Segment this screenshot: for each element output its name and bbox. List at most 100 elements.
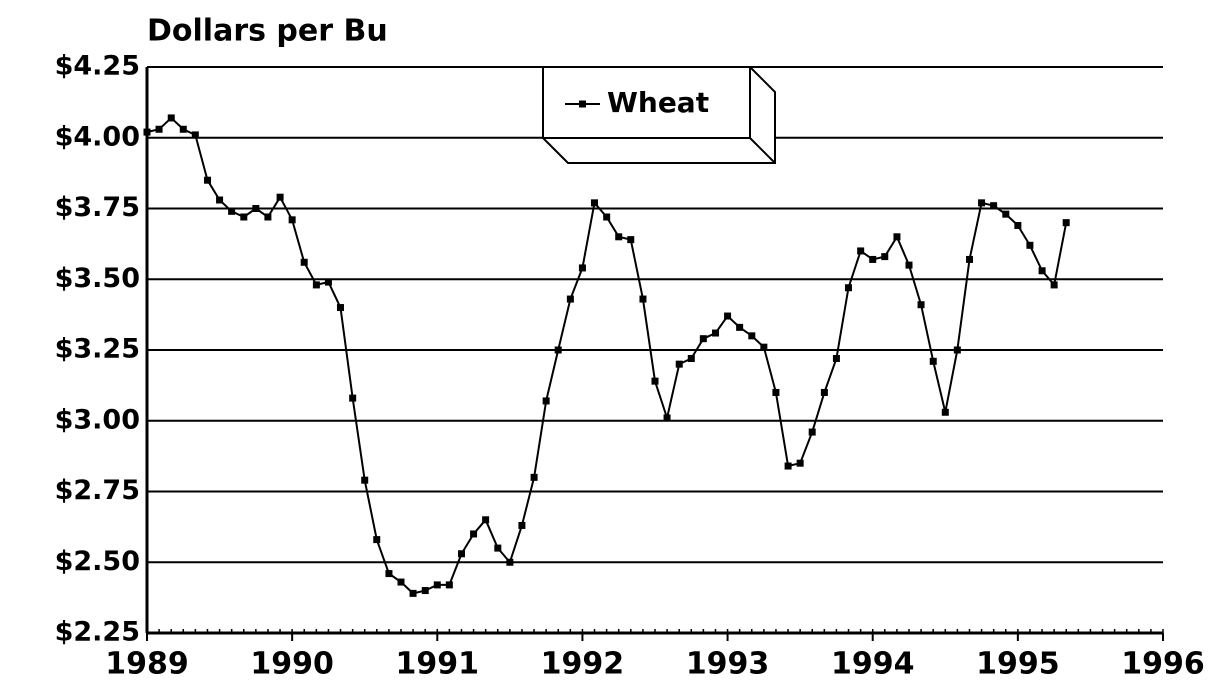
marker: [857, 247, 865, 255]
y-tick-label: $3.00: [55, 404, 140, 435]
y-tick-label: $2.75: [55, 475, 140, 506]
marker: [312, 281, 320, 289]
marker: [385, 570, 393, 578]
marker: [1062, 219, 1070, 227]
marker: [663, 414, 671, 422]
marker: [1002, 210, 1010, 218]
marker: [542, 397, 550, 405]
legend-label: Wheat: [607, 86, 709, 119]
marker: [373, 536, 381, 544]
marker: [808, 428, 816, 436]
marker: [929, 357, 937, 365]
marker: [953, 346, 961, 354]
marker: [1014, 221, 1022, 229]
legend-marker: [579, 100, 586, 108]
marker: [712, 329, 720, 337]
marker: [409, 589, 417, 597]
marker: [736, 323, 744, 331]
marker: [143, 128, 151, 136]
legend-depth-edge: [749, 137, 776, 164]
x-tick-label: 1993: [686, 647, 770, 682]
marker: [615, 233, 623, 241]
marker: [590, 199, 598, 207]
x-tick-label: 1996: [1121, 647, 1205, 682]
x-tick-label: 1992: [541, 647, 625, 682]
marker: [228, 207, 236, 215]
marker: [1050, 281, 1058, 289]
x-tick-label: 1989: [105, 647, 189, 682]
marker: [458, 550, 466, 558]
marker: [421, 587, 429, 595]
marker: [216, 196, 224, 204]
marker: [155, 125, 163, 133]
marker: [905, 261, 913, 269]
marker: [191, 131, 199, 139]
marker: [300, 258, 308, 266]
marker: [361, 476, 369, 484]
marker: [917, 301, 925, 309]
marker: [518, 521, 526, 529]
marker: [240, 213, 248, 221]
marker: [506, 558, 514, 566]
x-tick-label: 1995: [976, 647, 1060, 682]
x-tick-label: 1991: [396, 647, 480, 682]
marker: [554, 346, 562, 354]
marker: [699, 335, 707, 343]
marker: [336, 304, 344, 312]
marker: [820, 388, 828, 396]
marker: [748, 332, 756, 340]
marker: [784, 462, 792, 470]
marker: [397, 578, 405, 586]
marker: [832, 354, 840, 362]
marker: [252, 205, 260, 212]
marker: [470, 530, 478, 538]
marker: [494, 544, 502, 552]
marker: [675, 360, 683, 368]
marker: [445, 581, 453, 589]
x-tick-label: 1990: [250, 647, 334, 682]
marker: [530, 473, 538, 481]
marker: [941, 408, 949, 416]
marker: [288, 216, 296, 224]
y-tick-label: $4.25: [55, 51, 140, 82]
marker: [966, 255, 974, 263]
marker: [324, 278, 332, 286]
marker: [990, 202, 998, 210]
marker: [204, 176, 212, 184]
marker: [349, 394, 357, 402]
marker: [264, 213, 272, 221]
marker: [639, 295, 647, 303]
marker: [844, 284, 852, 292]
x-tick-label: 1994: [831, 647, 915, 682]
marker: [978, 199, 986, 207]
marker: [772, 388, 780, 396]
marker: [724, 312, 732, 320]
marker: [179, 125, 187, 133]
marker: [433, 581, 441, 589]
marker: [893, 233, 901, 241]
marker: [796, 459, 804, 467]
y-tick-label: $3.75: [55, 192, 140, 223]
y-tick-label: $2.50: [55, 546, 140, 577]
marker: [651, 377, 659, 385]
marker: [276, 193, 284, 201]
y-tick-label: $3.25: [55, 334, 140, 365]
marker: [1038, 267, 1046, 275]
marker: [167, 114, 175, 122]
marker: [869, 255, 877, 263]
marker: [760, 343, 768, 351]
marker: [566, 295, 574, 303]
y-tick-label: $4.00: [55, 121, 140, 152]
series-line: [146, 116, 1068, 595]
marker: [687, 354, 695, 362]
marker: [1026, 241, 1034, 249]
legend-box: [542, 66, 751, 139]
y-tick-label: $2.25: [55, 617, 140, 648]
marker: [603, 213, 611, 221]
marker: [627, 236, 635, 244]
chart-title: Dollars per Bu: [147, 14, 388, 49]
y-tick-label: $3.50: [55, 263, 140, 294]
marker: [578, 264, 586, 272]
marker: [482, 516, 490, 524]
